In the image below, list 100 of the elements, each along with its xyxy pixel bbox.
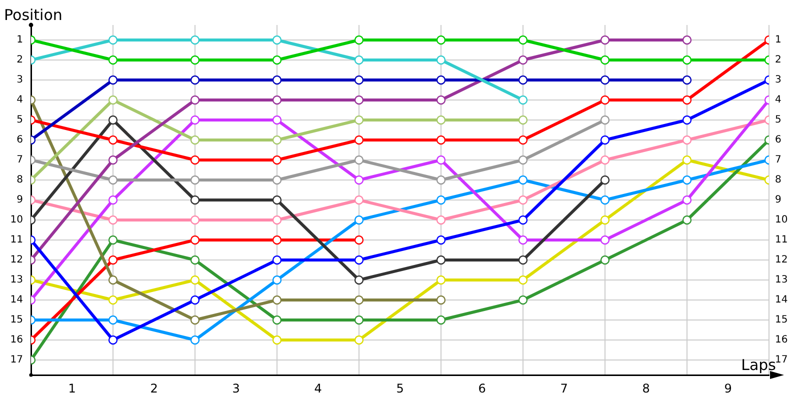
point: [518, 275, 528, 285]
point: [682, 55, 692, 65]
point: [354, 75, 364, 85]
point: [436, 135, 446, 145]
y-tick-label: 11: [10, 234, 23, 246]
x-tick-label: 6: [478, 381, 486, 396]
y-tick-label: 9: [16, 194, 23, 206]
y-axis-title: Position: [4, 6, 62, 24]
point: [518, 235, 528, 245]
x-tick-label: 2: [150, 381, 158, 396]
point: [108, 335, 118, 345]
y-tick-label: 12: [10, 254, 23, 266]
point: [190, 215, 200, 225]
y2-tick-label: 16: [775, 334, 788, 346]
point: [600, 55, 610, 65]
point: [354, 275, 364, 285]
point: [436, 95, 446, 105]
point: [272, 55, 282, 65]
point: [436, 35, 446, 45]
point: [518, 295, 528, 305]
point: [436, 215, 446, 225]
point: [272, 295, 282, 305]
y2-tick-label: 15: [775, 314, 788, 326]
point: [600, 255, 610, 265]
y2-tick-label: 13: [775, 274, 788, 286]
x-tick-label: 3: [232, 381, 240, 396]
point: [190, 155, 200, 165]
point: [272, 275, 282, 285]
point: [108, 95, 118, 105]
point: [190, 335, 200, 345]
y2-tick-label: 17: [775, 354, 788, 366]
point: [436, 115, 446, 125]
y2-tick-label: 14: [775, 294, 788, 306]
point: [190, 55, 200, 65]
point: [108, 75, 118, 85]
point: [272, 155, 282, 165]
y-tick-label: 8: [16, 174, 23, 186]
point: [272, 115, 282, 125]
y2-tick-label: 5: [775, 114, 782, 126]
point: [354, 155, 364, 165]
y2-tick-label: 6: [775, 134, 782, 146]
point: [682, 195, 692, 205]
point: [272, 335, 282, 345]
y-tick-label: 14: [10, 294, 23, 306]
point: [272, 35, 282, 45]
point: [600, 75, 610, 85]
point: [518, 55, 528, 65]
y-tick-label: 5: [16, 114, 23, 126]
point: [600, 235, 610, 245]
y2-tick-label: 7: [775, 154, 782, 166]
point: [518, 115, 528, 125]
y-tick-label: 15: [10, 314, 23, 326]
point: [190, 295, 200, 305]
x-axis-title: Laps: [741, 356, 776, 374]
point: [682, 95, 692, 105]
point: [354, 335, 364, 345]
point: [108, 55, 118, 65]
point: [354, 295, 364, 305]
y2-tick-label: 9: [775, 194, 782, 206]
point: [108, 155, 118, 165]
point: [600, 175, 610, 185]
point: [354, 135, 364, 145]
point: [518, 175, 528, 185]
point: [436, 235, 446, 245]
point: [272, 135, 282, 145]
point: [108, 115, 118, 125]
y-tick-label: 13: [10, 274, 23, 286]
y-tick-label: 10: [10, 214, 23, 226]
point: [682, 75, 692, 85]
point: [436, 155, 446, 165]
x-tick-label: 1: [68, 381, 76, 396]
point: [682, 115, 692, 125]
point: [518, 75, 528, 85]
point: [108, 135, 118, 145]
x-tick-label: 4: [314, 381, 322, 396]
y-tick-label: 7: [16, 154, 23, 166]
point: [600, 215, 610, 225]
point: [272, 315, 282, 325]
point: [190, 95, 200, 105]
point: [190, 115, 200, 125]
y-tick-label: 17: [10, 354, 23, 366]
point: [190, 255, 200, 265]
point: [190, 195, 200, 205]
point: [108, 195, 118, 205]
point: [272, 95, 282, 105]
x-tick-label: 8: [642, 381, 650, 396]
y-tick-label: 6: [16, 134, 23, 146]
point: [354, 315, 364, 325]
point: [354, 95, 364, 105]
point: [108, 215, 118, 225]
point: [354, 175, 364, 185]
point: [108, 235, 118, 245]
y2-tick-label: 3: [775, 74, 782, 86]
point: [108, 255, 118, 265]
point: [436, 175, 446, 185]
point: [272, 195, 282, 205]
point: [272, 175, 282, 185]
y-tick-label: 16: [10, 334, 23, 346]
point: [518, 135, 528, 145]
point: [600, 115, 610, 125]
